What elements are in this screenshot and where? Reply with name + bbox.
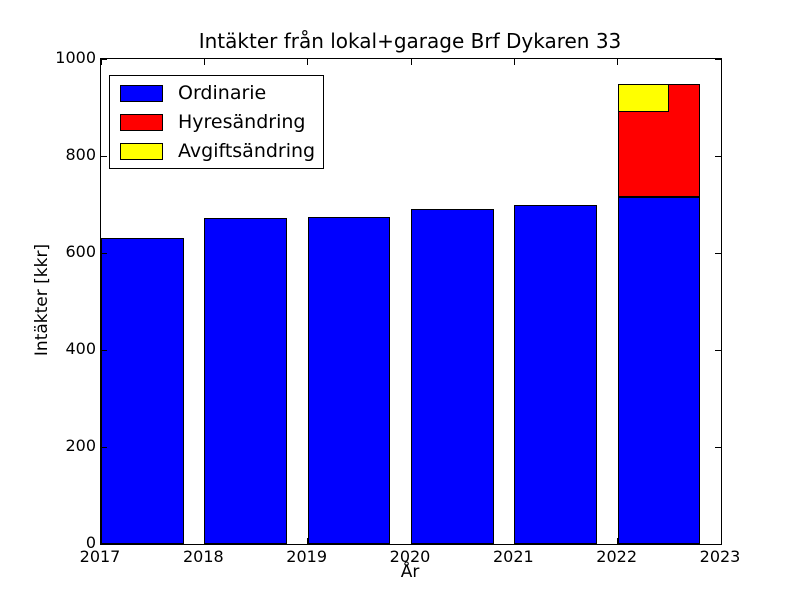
bar-avgiftsandring-2022 [617,84,670,113]
x-tick-bottom [720,538,722,544]
y-tick-right [715,543,721,545]
legend-label-hyresandring: Hyresändring [178,111,306,133]
y-tick-label: 200 [65,436,96,455]
x-axis-label: År [400,562,420,582]
bar-ordinarie-2020 [411,208,494,544]
x-tick-label: 2019 [286,547,328,566]
legend-entry-hyresandring: Hyresändring [120,111,315,133]
y-tick-right [715,155,721,157]
y-tick-label: 800 [65,145,96,164]
x-tick-top [410,59,412,65]
x-tick-bottom [307,538,309,544]
legend-label-ordinarie: Ordinarie [178,82,267,104]
hyresandring-swatch [120,113,163,131]
plot-area: Ordinarie Hyresändring Avgiftsändring [100,58,722,545]
y-tick-label: 1000 [55,48,96,67]
y-tick-right [715,446,721,448]
x-tick-bottom [410,538,412,544]
legend: Ordinarie Hyresändring Avgiftsändring [109,75,325,169]
x-tick-label: 2022 [596,547,638,566]
x-tick-top [720,59,722,65]
x-tick-bottom [617,538,619,544]
x-tick-top [513,59,515,65]
legend-label-avgiftsandring: Avgiftsändring [178,140,316,162]
y-tick-label: 0 [85,533,96,552]
y-tick-left [101,446,107,448]
bar-ordinarie-2018 [204,218,287,544]
chart-title: Intäkter från lokal+garage Brf Dykaren 3… [198,29,622,53]
x-tick-label: 2023 [699,547,741,566]
x-tick-top [100,59,102,65]
bar-ordinarie-2017 [101,238,184,544]
x-tick-label: 2018 [182,547,224,566]
y-tick-label: 600 [65,242,96,261]
x-tick-bottom [513,538,515,544]
y-tick-label: 400 [65,339,96,358]
y-tick-left [101,543,107,545]
bar-ordinarie-2022 [617,196,701,544]
x-tick-top [307,59,309,65]
y-tick-right [715,252,721,254]
bar-ordinarie-2021 [514,204,597,544]
x-tick-label: 2017 [79,547,121,566]
x-tick-bottom [203,538,205,544]
y-tick-left [101,349,107,351]
y-tick-left [101,58,107,60]
y-tick-right [715,58,721,60]
x-tick-top [203,59,205,65]
x-tick-label: 2020 [389,547,431,566]
legend-entry-ordinarie: Ordinarie [120,82,315,104]
x-tick-label: 2021 [492,547,534,566]
ordinarie-swatch [120,84,163,102]
legend-entry-avgiftsandring: Avgiftsändring [120,140,315,162]
y-tick-left [101,252,107,254]
x-tick-top [617,59,619,65]
y-tick-right [715,349,721,351]
avgiftsandring-swatch [120,142,163,160]
x-tick-bottom [100,538,102,544]
bar-ordinarie-2019 [307,216,391,544]
y-tick-left [101,155,107,157]
